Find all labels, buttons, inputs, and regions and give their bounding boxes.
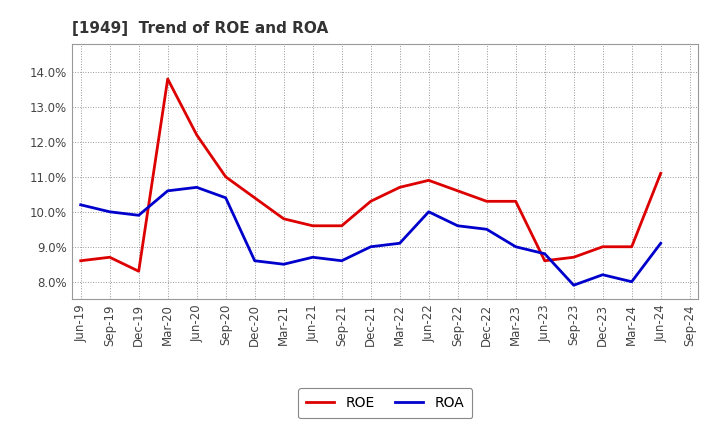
ROE — [424, 178, 433, 183]
ROE — [251, 195, 259, 201]
ROA — [570, 282, 578, 288]
ROE — [657, 171, 665, 176]
ROA — [657, 241, 665, 246]
ROE — [395, 185, 404, 190]
ROE — [482, 199, 491, 204]
ROE — [541, 258, 549, 264]
ROE — [279, 216, 288, 221]
ROE — [105, 255, 114, 260]
ROA — [511, 244, 520, 249]
ROE — [338, 223, 346, 228]
Legend: ROE, ROA: ROE, ROA — [298, 388, 472, 418]
ROA — [482, 227, 491, 232]
ROE — [627, 244, 636, 249]
ROE — [570, 255, 578, 260]
ROA — [192, 185, 201, 190]
ROA — [105, 209, 114, 214]
ROE — [192, 132, 201, 138]
Line: ROE: ROE — [81, 79, 661, 271]
ROA — [308, 255, 317, 260]
ROE — [366, 199, 375, 204]
ROE — [135, 268, 143, 274]
ROA — [279, 262, 288, 267]
ROE — [163, 76, 172, 81]
ROA — [627, 279, 636, 284]
ROA — [541, 251, 549, 257]
ROE — [598, 244, 607, 249]
ROE — [221, 174, 230, 180]
ROA — [76, 202, 85, 207]
ROA — [221, 195, 230, 201]
ROE — [454, 188, 462, 194]
ROE — [308, 223, 317, 228]
ROA — [598, 272, 607, 277]
ROE — [76, 258, 85, 264]
Text: [1949]  Trend of ROE and ROA: [1949] Trend of ROE and ROA — [72, 21, 328, 36]
ROA — [454, 223, 462, 228]
ROA — [338, 258, 346, 264]
ROA — [251, 258, 259, 264]
ROA — [395, 241, 404, 246]
ROA — [366, 244, 375, 249]
ROA — [135, 213, 143, 218]
ROE — [511, 199, 520, 204]
ROA — [163, 188, 172, 194]
ROA — [424, 209, 433, 214]
Line: ROA: ROA — [81, 187, 661, 285]
